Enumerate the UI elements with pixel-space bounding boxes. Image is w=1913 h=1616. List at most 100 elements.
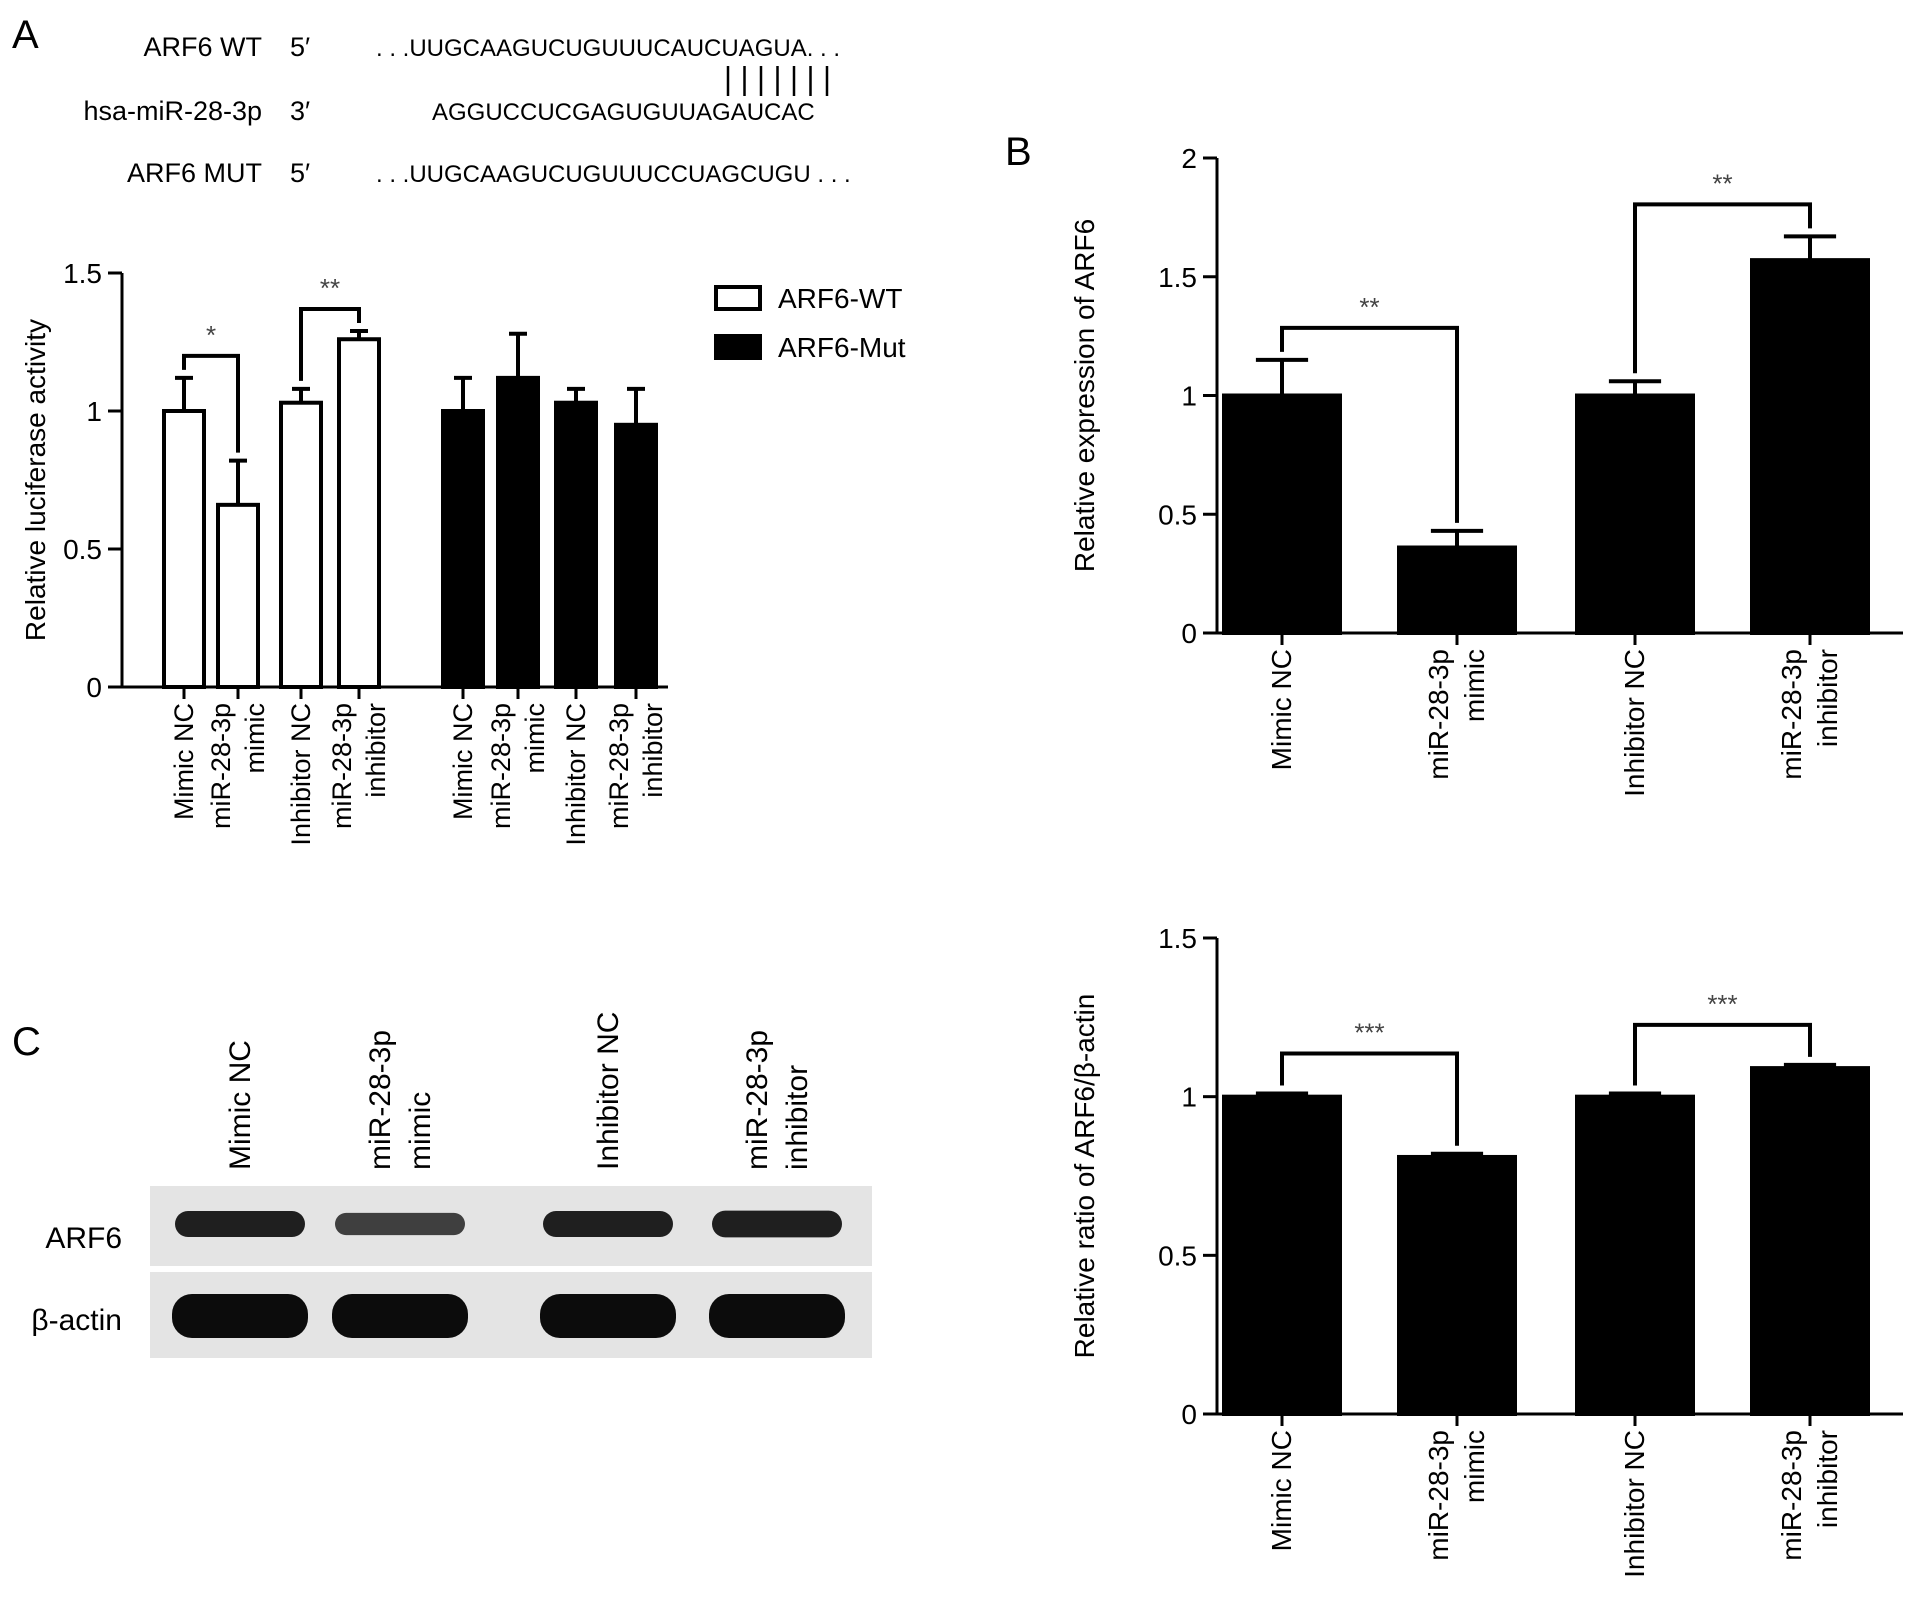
y-tick-label: 0 — [1181, 1399, 1197, 1430]
x-tick-label: miR-28-3p — [1776, 649, 1807, 780]
lane-label: mimic — [404, 1092, 437, 1170]
significance-label: *** — [1354, 1017, 1384, 1047]
significance-bracket — [182, 353, 240, 453]
mut-name: ARF6 MUT — [127, 158, 262, 188]
y-tick-label: 0.5 — [1158, 499, 1197, 530]
bar — [1750, 1066, 1870, 1417]
bar — [337, 337, 381, 689]
x-tick-label: mimic — [240, 703, 270, 773]
y-axis-label: Relative ratio of ARF6/β-actin — [1069, 994, 1100, 1359]
blot-row-label-actin: β-actin — [31, 1304, 122, 1337]
bar — [1397, 1154, 1517, 1416]
y-axis-label: Relative luciferase activity — [20, 319, 51, 641]
mut-end: 5′ — [290, 158, 310, 188]
mut-sequence: . . .UUGCAAGUCUGUUUCCUAGCUGU . . . — [376, 161, 851, 188]
band-actin — [540, 1294, 676, 1338]
band-arf6 — [335, 1212, 465, 1236]
x-tick-label: inhibitor — [638, 703, 668, 798]
significance-bracket — [1633, 202, 1812, 374]
significance-bracket — [299, 306, 361, 381]
lane-label: Mimic NC — [224, 1040, 257, 1170]
blot-row-label-arf6: ARF6 — [45, 1222, 122, 1255]
x-tick-label: miR-28-3p — [1423, 1430, 1454, 1561]
bar — [1222, 393, 1342, 635]
legend-swatch-mut — [714, 334, 762, 360]
y-tick-label: 0.5 — [63, 534, 102, 565]
legend-label-mut: ARF6-Mut — [778, 332, 906, 363]
legend-swatch-wt — [714, 285, 762, 311]
x-tick-label: Mimic NC — [1266, 1430, 1297, 1551]
x-tick-label: inhibitor — [361, 703, 391, 798]
panel-label-a: A — [12, 13, 39, 57]
band-arf6 — [543, 1211, 673, 1237]
chart-b: 0 0.5 1 1.5 2 Relative expression of ARF6 Mimi… — [1069, 143, 1903, 797]
x-tick-label: inhibitor — [1812, 649, 1843, 747]
bar — [1222, 1094, 1342, 1416]
legend: ARF6-WT ARF6-Mut — [714, 283, 906, 363]
x-tick-label: Inhibitor NC — [1619, 1430, 1650, 1578]
y-tick-label: 0.5 — [1158, 1240, 1197, 1271]
bar — [441, 409, 485, 689]
bar — [554, 400, 598, 689]
x-tick-label: miR-28-3p — [604, 703, 634, 829]
mir-name: hsa-miR-28-3p — [83, 96, 262, 126]
significance-label: ** — [1359, 292, 1379, 322]
bar — [216, 502, 260, 689]
significance-bracket — [1280, 1051, 1459, 1146]
band-arf6 — [712, 1210, 842, 1238]
y-tick-label: 1.5 — [63, 258, 102, 289]
significance-label: * — [206, 320, 216, 350]
lane-label: inhibitor — [781, 1065, 814, 1170]
y-tick-label: 1.5 — [1158, 923, 1197, 954]
band-arf6 — [175, 1211, 305, 1237]
legend-label-wt: ARF6-WT — [778, 283, 902, 314]
y-tick-label: 0 — [1181, 618, 1197, 649]
chart-c: 0 0.5 1 1.5 Relative ratio of ARF6/β-actin Mi… — [1069, 923, 1903, 1578]
lane-label: Inhibitor NC — [592, 1012, 625, 1170]
x-tick-label: miR-28-3p — [486, 703, 516, 829]
significance-label: *** — [1707, 989, 1737, 1019]
y-tick-label: 0 — [86, 672, 102, 703]
mir-sequence: AGGUCCUCGAGUGUUAGAUCAC — [432, 99, 815, 126]
y-axis-label: Relative expression of ARF6 — [1069, 219, 1100, 572]
x-tick-label: Inhibitor NC — [561, 703, 591, 846]
band-actin — [332, 1294, 468, 1338]
bar — [1750, 258, 1870, 635]
mir-end: 3′ — [290, 96, 310, 126]
x-tick-label: mimic — [1459, 1430, 1490, 1503]
panel-label-b: B — [1005, 130, 1032, 174]
bar — [1397, 545, 1517, 635]
significance-bracket — [1633, 1022, 1812, 1086]
panel-label-c: C — [12, 1020, 41, 1064]
x-tick-label: miR-28-3p — [1776, 1430, 1807, 1561]
western-blot: Mimic NC miR-28-3p mimic Inhibitor NC miR-28… — [31, 1012, 872, 1358]
y-tick-label: 1 — [86, 396, 102, 427]
x-tick-label: miR-28-3p — [206, 703, 236, 829]
x-tick-label: mimic — [520, 703, 550, 773]
lane-label: miR-28-3p — [741, 1030, 774, 1170]
band-actin — [709, 1294, 845, 1338]
sequence-alignment: ARF6 WT 5′ . . .UUGCAAGUCUGUUUCAUCUAGUA.… — [83, 32, 850, 188]
bar — [279, 400, 323, 689]
x-tick-label: miR-28-3p — [327, 703, 357, 829]
x-tick-label: Mimic NC — [1266, 649, 1297, 770]
x-tick-label: miR-28-3p — [1423, 649, 1454, 780]
y-tick-label: 1.5 — [1158, 262, 1197, 293]
bar — [162, 409, 206, 689]
base-pair-lines — [726, 66, 829, 96]
x-tick-label: Mimic NC — [448, 703, 478, 820]
bar — [614, 422, 658, 689]
x-tick-label: inhibitor — [1812, 1430, 1843, 1528]
bar — [1575, 393, 1695, 635]
lane-label: miR-28-3p — [364, 1030, 397, 1170]
significance-label: ** — [320, 273, 340, 303]
significance-label: ** — [1712, 168, 1732, 198]
y-tick-label: 2 — [1181, 143, 1197, 174]
bar — [496, 375, 540, 689]
x-tick-label: Inhibitor NC — [286, 703, 316, 846]
chart-a: 0 0.5 1 1.5 Relative luciferase activity Mimi… — [20, 258, 668, 846]
band-actin — [172, 1294, 308, 1338]
x-tick-label: Mimic NC — [169, 703, 199, 820]
y-tick-label: 1 — [1181, 1082, 1197, 1113]
